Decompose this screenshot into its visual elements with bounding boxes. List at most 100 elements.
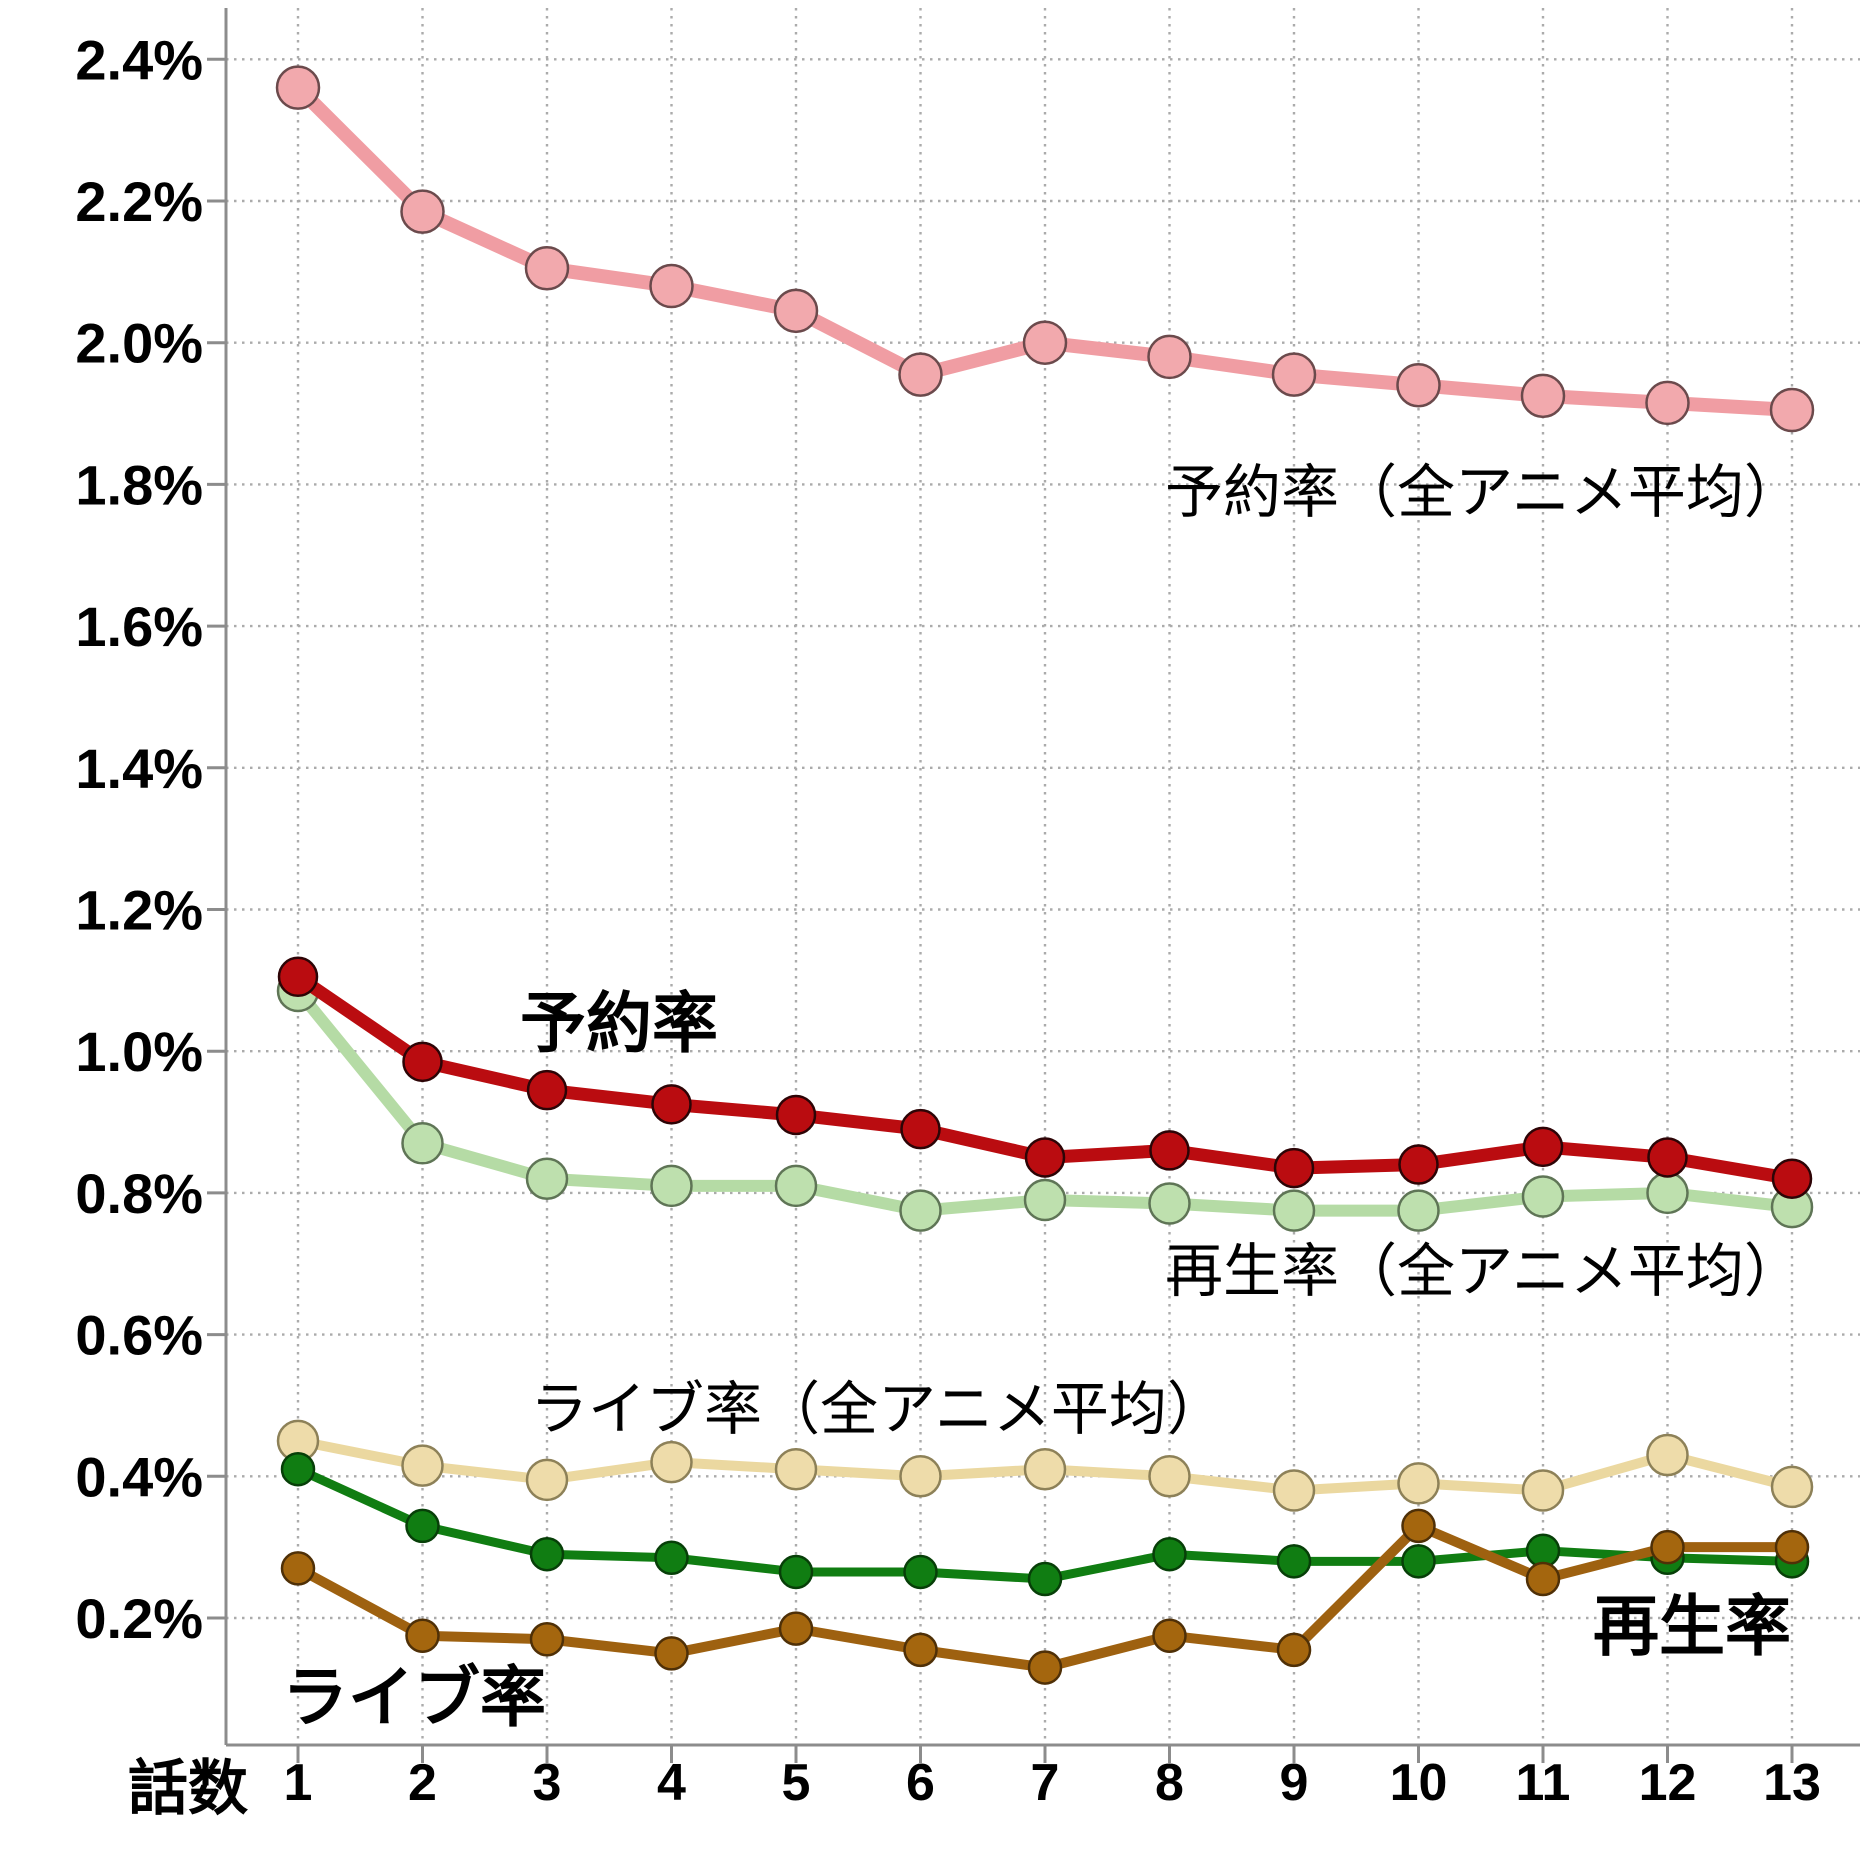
data-point-reservation-rate-avg bbox=[524, 246, 570, 291]
series-reservation-rate-avg bbox=[275, 65, 1815, 433]
x-tick-label: 5 bbox=[782, 1754, 811, 1812]
x-tick-label: 9 bbox=[1280, 1754, 1309, 1812]
data-point-live-rate-avg bbox=[1023, 1447, 1067, 1491]
data-point-reservation-rate bbox=[1273, 1147, 1315, 1189]
data-point-play-rate-avg bbox=[650, 1164, 693, 1208]
label-play-rate: 再生率 bbox=[1593, 1589, 1791, 1663]
data-point-live-rate-avg bbox=[899, 1455, 942, 1498]
data-point-live-rate-avg bbox=[1148, 1455, 1191, 1498]
data-point-reservation-rate bbox=[1771, 1158, 1813, 1199]
data-point-play-rate bbox=[280, 1451, 316, 1487]
data-point-live-rate bbox=[778, 1611, 814, 1646]
label-reservation-rate: 予約率 bbox=[520, 986, 718, 1060]
x-tick-label: 2 bbox=[408, 1754, 437, 1812]
data-point-reservation-rate bbox=[775, 1094, 817, 1136]
data-point-live-rate bbox=[1276, 1632, 1312, 1668]
x-tick-label: 4 bbox=[657, 1754, 686, 1812]
data-point-play-rate bbox=[1276, 1544, 1312, 1579]
data-point-play-rate-avg bbox=[1023, 1178, 1067, 1222]
data-point-reservation-rate-avg bbox=[1769, 387, 1815, 433]
data-point-play-rate bbox=[1401, 1544, 1436, 1579]
data-point-live-rate bbox=[1774, 1529, 1810, 1565]
x-tick-label: 6 bbox=[906, 1754, 935, 1812]
data-point-reservation-rate-avg bbox=[1271, 352, 1317, 397]
data-point-live-rate bbox=[405, 1618, 440, 1653]
data-point-play-rate-avg bbox=[525, 1157, 569, 1200]
label-live-rate: ライブ率 bbox=[282, 1660, 546, 1734]
data-point-reservation-rate bbox=[526, 1069, 568, 1111]
data-point-play-rate bbox=[529, 1536, 565, 1572]
series-play-rate bbox=[280, 1451, 1810, 1597]
data-point-play-rate-avg bbox=[1646, 1171, 1689, 1215]
y-tick-label: 1.6% bbox=[75, 595, 203, 658]
data-point-reservation-rate bbox=[651, 1084, 692, 1125]
data-point-reservation-rate bbox=[1398, 1144, 1439, 1185]
data-point-reservation-rate bbox=[900, 1108, 941, 1150]
data-point-reservation-rate-avg bbox=[1396, 362, 1441, 408]
y-tick-label: 2.2% bbox=[75, 170, 203, 233]
data-point-live-rate-avg bbox=[1272, 1469, 1316, 1512]
data-point-live-rate bbox=[1152, 1618, 1187, 1653]
data-point-live-rate bbox=[903, 1632, 938, 1668]
y-tick-label: 2.4% bbox=[75, 28, 203, 91]
data-point-play-rate bbox=[1152, 1536, 1187, 1572]
data-point-live-rate bbox=[1525, 1561, 1561, 1597]
data-point-play-rate-avg bbox=[401, 1122, 444, 1165]
data-point-live-rate-avg bbox=[1646, 1433, 1689, 1477]
data-point-live-rate bbox=[529, 1622, 565, 1657]
data-point-play-rate-avg bbox=[774, 1164, 818, 1208]
data-point-play-rate-avg bbox=[899, 1189, 942, 1232]
data-point-play-rate-avg bbox=[1148, 1182, 1191, 1225]
x-axis-labels: 1 2 3 4 5 6 7 8 9 10 11 12 13 bbox=[284, 1754, 1821, 1812]
data-point-reservation-rate-avg bbox=[1022, 320, 1068, 365]
data-point-reservation-rate-avg bbox=[649, 263, 694, 309]
series-play-rate-avg bbox=[276, 969, 1814, 1232]
data-point-live-rate-avg bbox=[1521, 1469, 1565, 1512]
x-tick-label: 7 bbox=[1031, 1754, 1060, 1812]
data-point-live-rate-avg bbox=[774, 1447, 818, 1491]
x-tick-label: 8 bbox=[1155, 1754, 1184, 1812]
data-point-reservation-rate bbox=[1149, 1130, 1190, 1171]
series-live-rate-avg bbox=[276, 1419, 1814, 1512]
data-point-reservation-rate-avg bbox=[1147, 334, 1192, 380]
data-point-reservation-rate-avg bbox=[400, 189, 445, 234]
y-tick-label: 1.4% bbox=[75, 737, 203, 800]
x-tick-label: 3 bbox=[533, 1754, 562, 1812]
axes bbox=[207, 8, 1860, 1763]
y-tick-label: 1.8% bbox=[75, 453, 203, 516]
data-point-play-rate-avg bbox=[1272, 1189, 1316, 1232]
data-point-play-rate bbox=[654, 1540, 689, 1576]
data-point-play-rate bbox=[405, 1508, 440, 1544]
y-axis-labels: 2.4% 2.2% 2.0% 1.8% 1.6% 1.4% 1.2% 1.0% 0.8% 0.6%… bbox=[75, 28, 203, 1650]
x-tick-label: 13 bbox=[1763, 1754, 1821, 1812]
label-reservation-rate-avg: 予約率（全アニメ平均） bbox=[1165, 460, 1802, 525]
data-point-live-rate-avg bbox=[1770, 1465, 1814, 1509]
x-tick-label: 11 bbox=[1516, 1754, 1571, 1812]
data-point-live-rate-avg bbox=[525, 1458, 569, 1502]
data-point-play-rate bbox=[1027, 1561, 1063, 1597]
x-tick-label: 12 bbox=[1639, 1754, 1697, 1812]
data-point-reservation-rate-avg bbox=[1520, 373, 1566, 419]
data-point-reservation-rate bbox=[1647, 1137, 1688, 1178]
series-live-rate bbox=[280, 1508, 1810, 1685]
y-tick-label: 0.4% bbox=[75, 1445, 203, 1508]
y-tick-label: 2.0% bbox=[75, 312, 203, 375]
y-tick-label: 1.2% bbox=[75, 879, 203, 942]
data-point-reservation-rate-avg bbox=[898, 352, 943, 397]
y-tick-label: 0.8% bbox=[75, 1162, 203, 1225]
y-tick-label: 1.0% bbox=[75, 1020, 203, 1083]
series-reservation-rate bbox=[277, 956, 1813, 1199]
x-tick-label: 1 bbox=[284, 1754, 313, 1812]
data-point-live-rate-avg bbox=[650, 1440, 693, 1484]
x-tick-label: 10 bbox=[1390, 1754, 1448, 1812]
data-point-live-rate bbox=[654, 1636, 689, 1671]
data-point-live-rate bbox=[1650, 1529, 1685, 1565]
data-point-reservation-rate bbox=[402, 1041, 443, 1083]
x-axis-title: 話数 bbox=[128, 1755, 248, 1822]
data-point-play-rate-avg bbox=[1521, 1175, 1565, 1218]
data-point-live-rate-avg bbox=[401, 1444, 444, 1487]
data-point-reservation-rate bbox=[1522, 1126, 1564, 1168]
data-point-reservation-rate bbox=[1024, 1137, 1066, 1178]
